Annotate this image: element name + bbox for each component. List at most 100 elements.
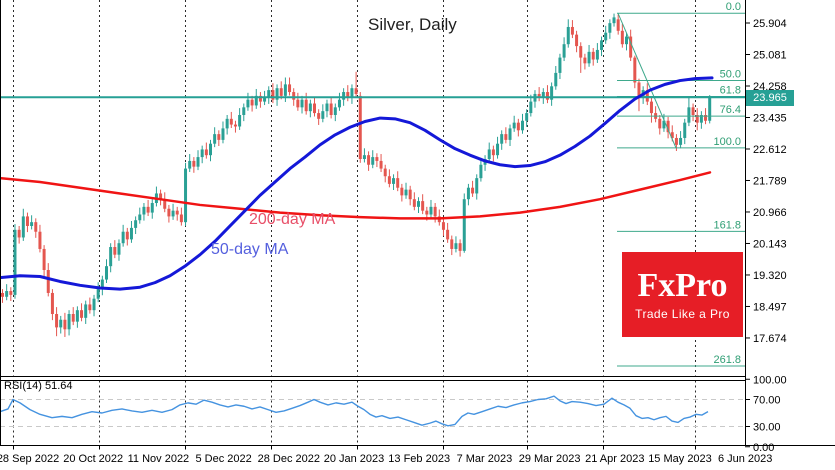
rsi-scale-label: 0.00 xyxy=(753,442,774,454)
candle-down xyxy=(575,34,579,47)
candle-up xyxy=(429,206,433,215)
candle-up xyxy=(321,111,325,119)
candle-up xyxy=(238,115,242,127)
candle-up xyxy=(308,103,312,112)
candle-down xyxy=(271,90,275,100)
date-label: 21 Apr 2023 xyxy=(585,453,644,465)
price-tick-label: 19.320 xyxy=(753,270,787,282)
candle-up xyxy=(142,206,146,215)
fxpro-logo-text: FxPro xyxy=(637,266,728,304)
candle-down xyxy=(167,208,171,217)
candle-down xyxy=(674,137,678,145)
candle-down xyxy=(63,319,67,330)
candle-down xyxy=(537,93,541,98)
candle-up xyxy=(600,40,604,50)
candle-up xyxy=(479,164,483,179)
candle-up xyxy=(587,51,591,64)
date-label: 20 Oct 2022 xyxy=(63,453,123,465)
date-label: 7 Mar 2023 xyxy=(457,453,513,465)
candle-down xyxy=(292,92,296,100)
candle-down xyxy=(583,57,587,64)
candle-up xyxy=(96,289,100,299)
candle-down xyxy=(458,243,462,251)
candle-up xyxy=(550,86,554,100)
candle-up xyxy=(75,310,79,322)
candle-up xyxy=(350,88,354,98)
fib-level-label: 100.0 xyxy=(713,136,741,148)
candle-down xyxy=(25,216,29,226)
candle-down xyxy=(329,103,333,116)
candle-up xyxy=(100,279,104,290)
candle-down xyxy=(649,101,653,114)
candle-up xyxy=(337,99,341,108)
date-label: 29 Mar 2023 xyxy=(519,453,581,465)
candle-down xyxy=(367,155,371,165)
candle-up xyxy=(612,17,616,24)
candle-up xyxy=(487,149,491,160)
candle-down xyxy=(570,26,574,35)
candle-up xyxy=(209,143,212,156)
candle-up xyxy=(21,216,25,238)
candle-down xyxy=(670,132,674,138)
candle-down xyxy=(691,107,695,116)
candle-down xyxy=(250,99,254,106)
candle-up xyxy=(221,128,225,140)
candle-down xyxy=(491,149,495,156)
candle-down xyxy=(233,124,237,127)
candle-up xyxy=(662,120,666,129)
candle-down xyxy=(633,57,637,83)
candle-up xyxy=(105,266,108,280)
price-tick-label: 25.904 xyxy=(753,18,787,30)
candle-up xyxy=(134,220,138,228)
candle-up xyxy=(300,99,304,108)
candle-up xyxy=(525,113,529,121)
candle-down xyxy=(9,291,13,295)
candle-up xyxy=(604,32,608,41)
candle-up xyxy=(213,134,217,144)
candle-down xyxy=(192,160,196,167)
candle-down xyxy=(666,120,670,133)
candle-up xyxy=(342,92,346,100)
ma200-label: 200-day MA xyxy=(249,211,336,228)
candle-down xyxy=(383,168,387,177)
candle-down xyxy=(42,248,46,270)
candle-down xyxy=(34,222,38,232)
candle-down xyxy=(591,51,595,60)
candle-up xyxy=(200,149,204,158)
candle-down xyxy=(658,118,662,129)
candle-up xyxy=(67,314,71,330)
candle-up xyxy=(554,72,558,87)
candle-up xyxy=(225,118,229,129)
candle-down xyxy=(387,176,391,184)
date-label: 28 Sep 2022 xyxy=(0,453,59,465)
candle-down xyxy=(450,239,454,249)
ma200-line xyxy=(0,171,712,220)
candle-up xyxy=(687,107,691,123)
date-label: 28 Dec 2022 xyxy=(258,453,320,465)
candle-up xyxy=(267,90,271,98)
date-label: 5 Dec 2022 xyxy=(195,453,251,465)
candle-down xyxy=(159,193,163,200)
candle-down xyxy=(229,118,233,125)
fxpro-logo: FxPro Trade Like a Pro xyxy=(622,252,743,337)
candle-down xyxy=(204,149,208,156)
candle-down xyxy=(258,95,262,102)
candle-down xyxy=(412,199,416,207)
candle-up xyxy=(417,201,420,207)
candle-up xyxy=(263,97,267,102)
price-tick-label: 23.435 xyxy=(753,112,787,124)
candle-down xyxy=(296,99,300,108)
fib-level-label: 76.4 xyxy=(720,104,741,116)
rsi-scale-label: 70.00 xyxy=(753,395,781,407)
rsi-scale-label: 30.00 xyxy=(753,422,781,434)
candle-up xyxy=(608,23,612,33)
candle-down xyxy=(88,304,92,311)
candle-down xyxy=(400,187,404,196)
candle-down xyxy=(704,115,708,121)
candle-down xyxy=(179,214,183,223)
candle-down xyxy=(637,82,641,98)
current-price-badge: 23.965 xyxy=(746,90,794,106)
candle-down xyxy=(433,206,437,217)
